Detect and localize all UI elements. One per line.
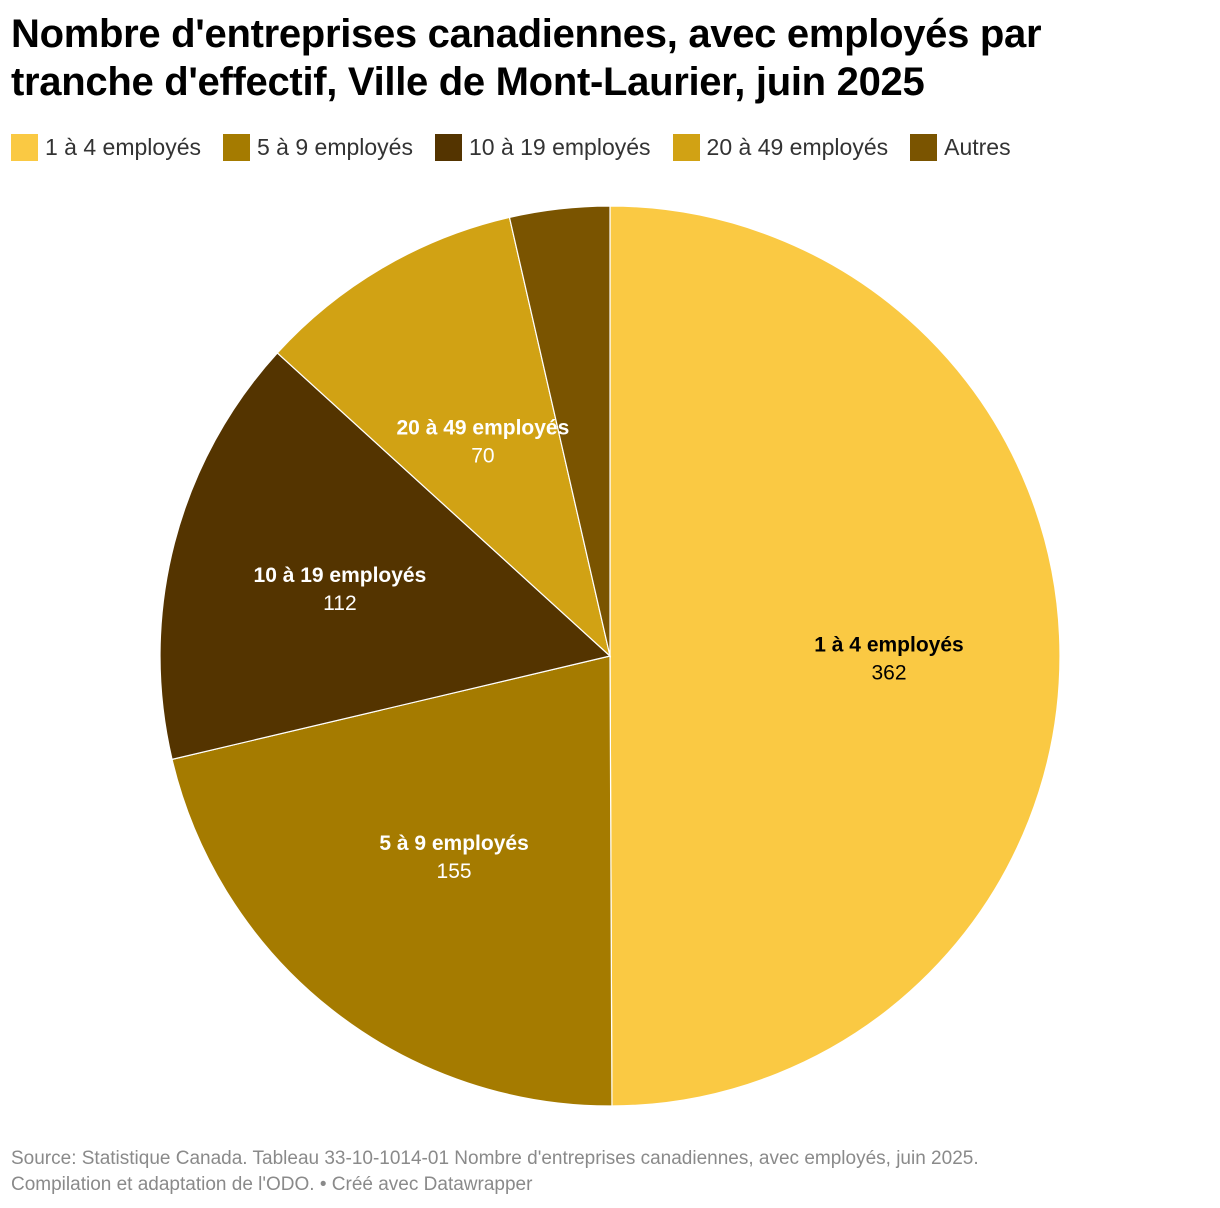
legend-item-5-a-9: 5 à 9 employés — [222, 133, 413, 161]
legend-label: 20 à 49 employés — [706, 134, 889, 160]
slice-label-name: 5 à 9 employés — [379, 832, 528, 855]
pie-slice-5 — [508, 205, 611, 657]
legend-swatch — [672, 133, 700, 161]
legend-label: 1 à 4 employés — [45, 134, 201, 160]
slice-label-value: 112 — [323, 592, 356, 615]
source-note: Source: Statistique Canada. Tableau 33-1… — [11, 1148, 979, 1169]
legend-swatch — [910, 133, 938, 161]
slice-label-value: 70 — [471, 444, 494, 467]
legend-item-autres: Autres — [910, 133, 1011, 161]
slice-label-name: 1 à 4 employés — [814, 633, 963, 656]
slice-label-name: 10 à 19 employés — [254, 564, 427, 587]
legend-swatch — [222, 133, 250, 161]
slice-label-name: 20 à 49 employés — [397, 416, 570, 439]
legend-item-10-a-19: 10 à 19 employés — [434, 133, 651, 161]
legend-label: Autres — [944, 134, 1011, 160]
credit-note: Compilation et adaptation de l'ODO. • Cr… — [11, 1174, 533, 1195]
pie-slice-4 — [276, 216, 612, 658]
slice-label-value: 362 — [871, 661, 906, 684]
legend-swatch — [434, 133, 462, 161]
chart-footer: Source: Statistique Canada. Tableau 33-1… — [11, 1146, 1201, 1198]
legend-item-20-a-49: 20 à 49 employés — [672, 133, 889, 161]
legend-swatch — [11, 133, 38, 161]
slice-label-value: 155 — [437, 860, 472, 883]
legend-item-1-a-4: 1 à 4 employés — [11, 133, 201, 161]
chart-legend: 1 à 4 employés 5 à 9 employés 10 à 19 em… — [11, 133, 1033, 161]
legend-label: 10 à 19 employés — [468, 134, 651, 160]
pie-slice-2 — [171, 655, 613, 1107]
pie-slice-3 — [159, 352, 612, 761]
chart-title: Nombre d'entreprises canadiennes, avec e… — [11, 12, 1042, 104]
legend-label: 5 à 9 employés — [256, 134, 413, 160]
